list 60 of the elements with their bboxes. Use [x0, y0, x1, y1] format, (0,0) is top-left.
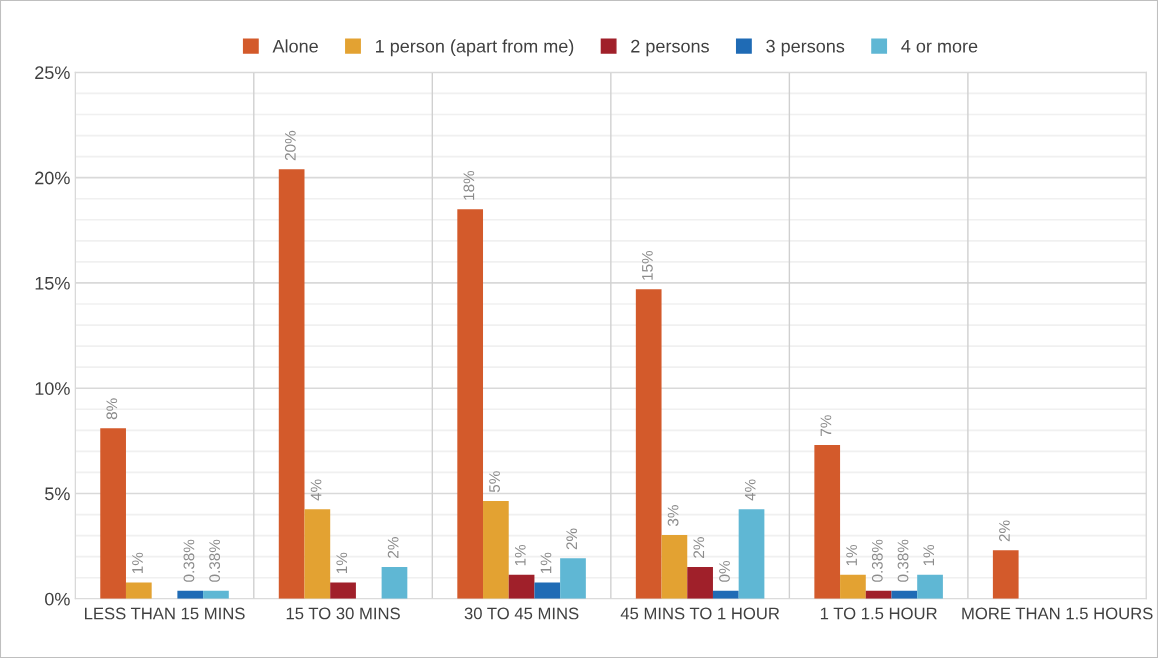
bar: [304, 509, 331, 599]
bar: [278, 169, 305, 599]
x-tick-label: LESS THAN 15 MINS: [85, 607, 245, 620]
bar: [814, 445, 841, 599]
data-label: 1%: [132, 552, 143, 574]
data-label: 4%: [744, 479, 756, 501]
bar: [840, 574, 866, 599]
data-label: 0.38%: [183, 539, 195, 582]
bar: [381, 566, 408, 599]
data-label: 1%: [923, 544, 935, 566]
data-label: 1%: [514, 544, 526, 566]
legend-label: 4 or more: [901, 39, 978, 53]
legend-label: 2 persons: [631, 39, 709, 57]
bar: [100, 428, 126, 599]
data-label: 2%: [387, 537, 399, 558]
x-tick-label: 45 MINS TO 1 HOUR: [620, 607, 780, 620]
x-tick-label: 1 TO 1.5 HOUR: [820, 607, 937, 620]
y-tick-label: 15%: [35, 276, 70, 290]
y-tick-label: 10%: [35, 382, 70, 395]
bar: [483, 501, 509, 599]
bar: [738, 509, 765, 599]
data-label: 7%: [820, 415, 832, 436]
x-tick-label: MORE THAN 1.5 HOURS: [962, 607, 1153, 620]
data-label: 4%: [310, 479, 322, 501]
data-label: 1%: [336, 552, 348, 574]
data-label: 15%: [642, 250, 653, 280]
bar: [661, 534, 688, 599]
y-tick-label: 25%: [35, 66, 70, 80]
data-label: 18%: [463, 170, 475, 200]
data-label: 0.38%: [209, 539, 221, 582]
x-tick-label: 15 TO 30 MINS: [286, 607, 400, 620]
x-tick-label: 30 TO 45 MINS: [464, 607, 579, 620]
y-tick-label: 0%: [45, 592, 70, 606]
bar: [508, 574, 535, 599]
y-tick-label: 20%: [35, 171, 70, 185]
data-label: 2%: [566, 528, 578, 550]
data-label: 2%: [693, 537, 705, 558]
bar: [560, 558, 586, 599]
data-label: 0%: [719, 560, 730, 582]
data-label: 0.38%: [897, 539, 909, 582]
legend-label: Alone: [272, 39, 318, 53]
data-label: 20%: [284, 130, 296, 161]
bar: [687, 566, 713, 599]
data-label: 8%: [106, 398, 118, 420]
bar: [992, 550, 1019, 599]
bar: [457, 209, 484, 599]
bar: [917, 574, 943, 599]
data-label: 1%: [846, 544, 857, 566]
data-label: 0.38%: [871, 539, 883, 582]
bar: [635, 289, 662, 599]
bar: [330, 582, 356, 599]
data-label: 1%: [540, 552, 552, 574]
y-tick-label: 5%: [45, 487, 70, 501]
data-label: 3%: [667, 505, 679, 527]
bar: [125, 582, 152, 599]
legend-label: 1 person (apart from me): [376, 39, 574, 57]
legend-label: 3 persons: [766, 39, 845, 57]
data-label: 2%: [999, 520, 1010, 542]
data-label: 5%: [489, 471, 500, 493]
bar: [534, 582, 561, 599]
